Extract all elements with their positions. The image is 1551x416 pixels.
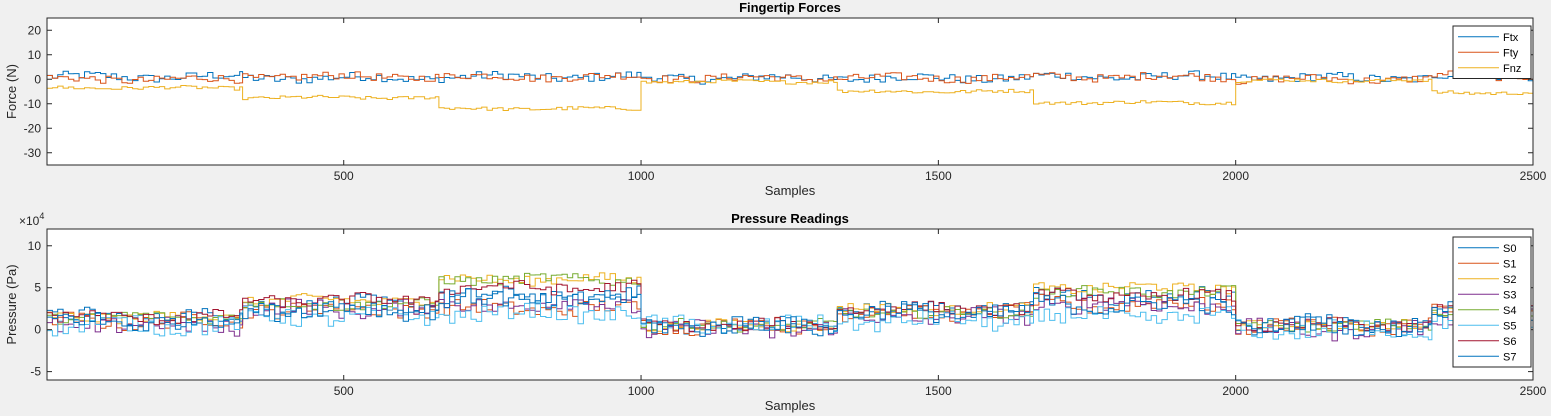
- x-tick-label: 2500: [1520, 384, 1547, 398]
- legend-label-s7: S7: [1503, 351, 1516, 363]
- x-tick-label: 500: [334, 169, 354, 183]
- x-tick-label: 1500: [925, 169, 952, 183]
- y-exponent-base: ×10: [19, 214, 40, 228]
- x-tick-label: 1500: [925, 384, 952, 398]
- y-tick-label: 10: [28, 48, 42, 62]
- legend-label-fty: Fty: [1503, 47, 1519, 59]
- x-tick-label: 500: [334, 384, 354, 398]
- y-tick-label: -10: [24, 97, 42, 111]
- chart-title: Pressure Readings: [731, 211, 849, 226]
- legend-label-s0: S0: [1503, 243, 1516, 255]
- y-axis-label: Pressure (Pa): [4, 264, 19, 344]
- y-tick-label: 0: [34, 323, 41, 337]
- y-axis-label: Force (N): [4, 64, 19, 119]
- axes-box: [46, 17, 1534, 166]
- y-tick-label: -30: [24, 146, 42, 160]
- series-line-s5: [47, 301, 1533, 341]
- legend-label-s6: S6: [1503, 336, 1516, 348]
- y-tick-label: 5: [34, 281, 41, 295]
- x-tick-label: 2000: [1222, 384, 1249, 398]
- legend-label-fnz: Fnz: [1503, 63, 1521, 75]
- legend-label-s4: S4: [1503, 305, 1516, 317]
- legend-label-s5: S5: [1503, 320, 1516, 332]
- y-tick-label: 20: [28, 23, 42, 37]
- x-tick-label: 1000: [628, 169, 655, 183]
- x-axis-label: Samples: [765, 398, 816, 413]
- legend-box: [1452, 236, 1532, 368]
- x-tick-label: 2000: [1222, 169, 1249, 183]
- legend-label-ftx: Ftx: [1503, 32, 1519, 44]
- legend-label-s3: S3: [1503, 289, 1516, 301]
- x-tick-label: 1000: [628, 384, 655, 398]
- legend: Ftx Fty Fnz: [1452, 25, 1532, 79]
- y-tick-label: -20: [24, 121, 42, 135]
- plot-area: [47, 18, 1533, 165]
- legend-label-s1: S1: [1503, 258, 1516, 270]
- legend: S0 S1 S2 S3 S4 S5 S6 S7: [1452, 236, 1532, 368]
- chart-2: Pressure Readings 500 1000 1500 2000 2500 -5 0 5…: [4, 211, 1547, 413]
- y-tick-label: 0: [34, 72, 41, 86]
- legend-label-s2: S2: [1503, 274, 1516, 286]
- x-tick-label: 2500: [1520, 169, 1547, 183]
- series-lines: [47, 272, 1533, 342]
- series-lines: [47, 70, 1533, 111]
- y-exponent-label: ×104: [19, 211, 44, 228]
- axes-box: [46, 228, 1534, 381]
- series-line-fty: [47, 70, 1533, 85]
- series-line-s7: [47, 287, 1533, 337]
- series-line-fnz: [47, 78, 1533, 111]
- y-tick-label: 10: [28, 239, 42, 253]
- chart-title: Fingertip Forces: [739, 0, 841, 15]
- y-exponent-power: 4: [39, 211, 44, 221]
- x-axis-label: Samples: [765, 183, 816, 198]
- y-tick-label: -5: [30, 365, 41, 379]
- chart-1: Fingertip Forces 500 1000 1500 2000 2500 -30 -2…: [4, 0, 1547, 198]
- plot-area: [47, 229, 1533, 380]
